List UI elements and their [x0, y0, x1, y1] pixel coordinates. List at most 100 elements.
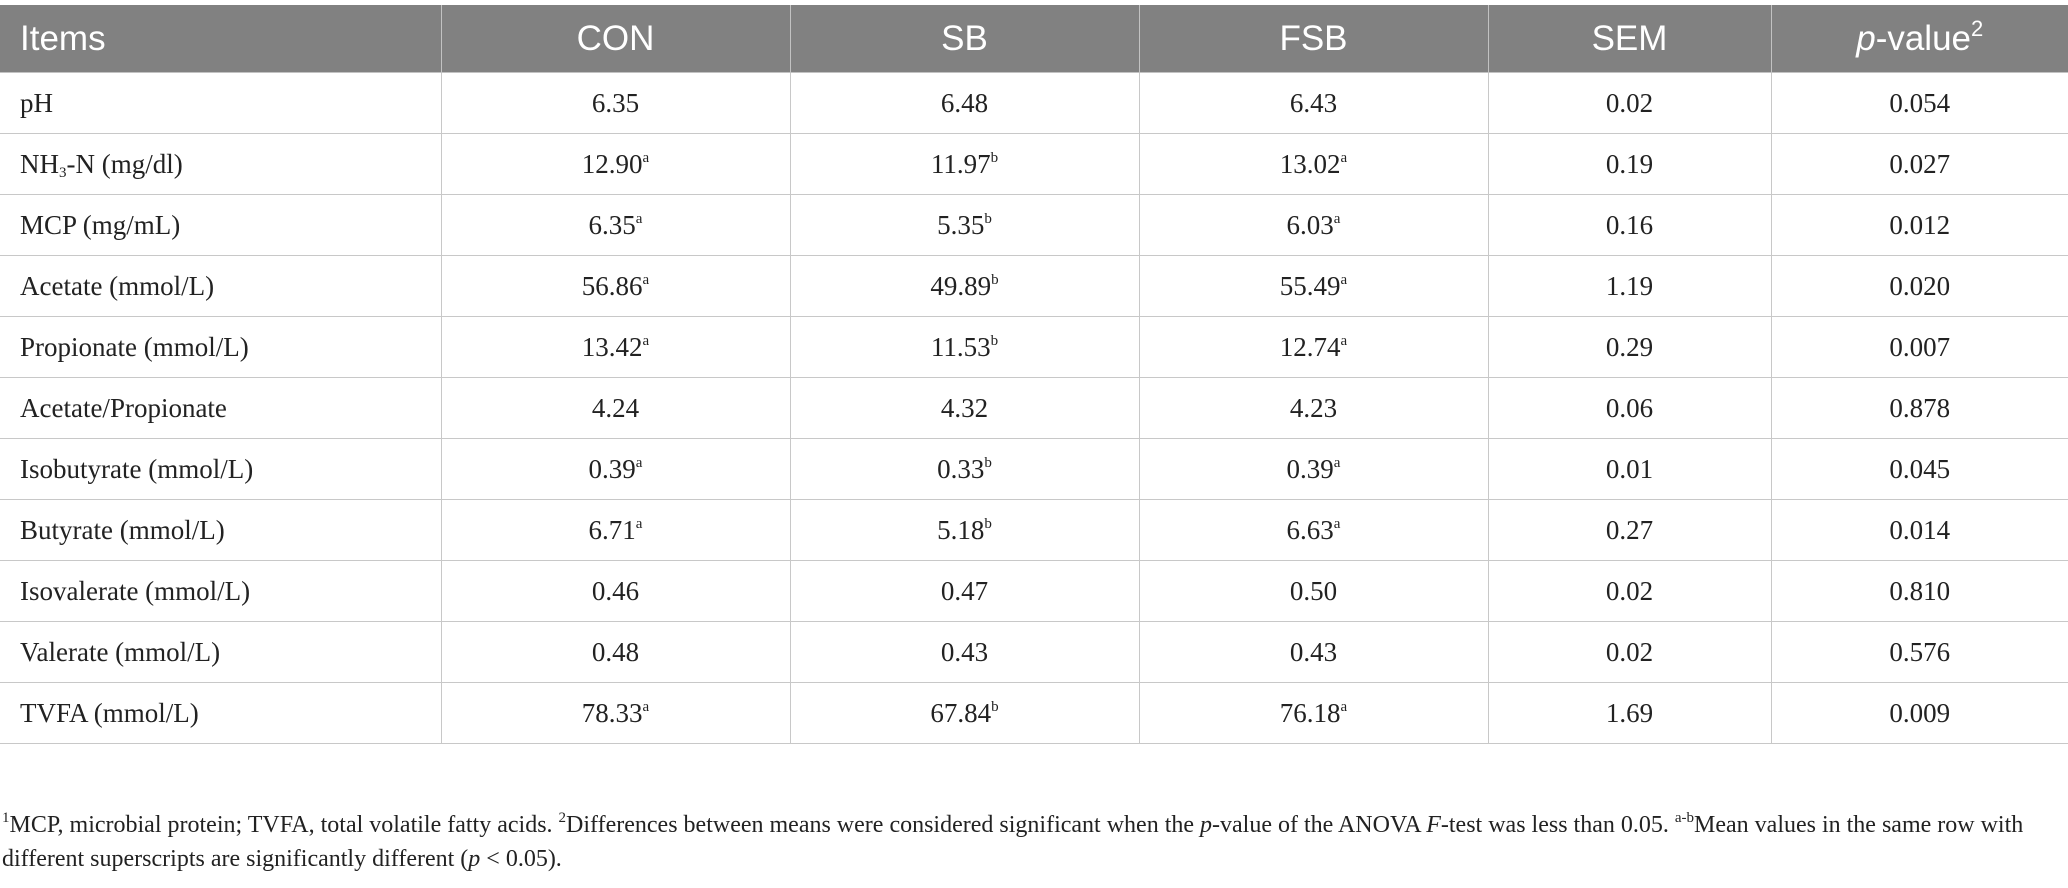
footnote-mark-2: 2: [558, 810, 567, 826]
cell-fsb-value: 0.39: [1286, 453, 1334, 484]
cell-con: 6.35a: [440, 194, 791, 256]
cell-sem: 0.29: [1487, 316, 1772, 378]
cell-con-value: 6.35: [591, 87, 640, 118]
cell-fsb: 6.03a: [1138, 194, 1489, 256]
footnote-text-6: < 0.05).: [480, 846, 562, 872]
cell-sb: 0.43: [789, 621, 1140, 683]
cell-sb-superscript: b: [991, 271, 999, 288]
cell-fsb-superscript: a: [1340, 698, 1348, 715]
cell-sb: 0.33b: [789, 438, 1140, 500]
table-row: Acetate (mmol/L) 56.86a 49.89b 55.49a 1.19 0.…: [0, 255, 2068, 317]
cell-con-value: 0.46: [591, 575, 640, 606]
cell-sb: 5.18b: [789, 499, 1140, 561]
row-label: Acetate (mmol/L): [0, 255, 442, 317]
header-p-italic: p: [1856, 18, 1876, 58]
cell-sem: 0.02: [1487, 72, 1772, 134]
cell-fsb: 6.63a: [1138, 499, 1489, 561]
cell-fsb: 13.02a: [1138, 133, 1489, 195]
cell-sb-superscript: b: [984, 515, 992, 532]
row-label-text: TVFA (mmol/L): [20, 697, 199, 728]
cell-fsb: 12.74a: [1138, 316, 1489, 378]
table-row: pH 6.35 6.48 6.43 0.02 0.054: [0, 72, 2068, 134]
cell-con-superscript: a: [635, 515, 643, 532]
table-footnote: 1MCP, microbial protein; TVFA, total vol…: [2, 808, 2062, 876]
footnote-italic-p2: p: [468, 846, 481, 872]
row-label: MCP (mg/mL): [0, 194, 442, 256]
footnote-text-3: -value of the ANOVA: [1212, 812, 1427, 838]
table-row: Isobutyrate (mmol/L) 0.39a 0.33b 0.39a 0.01 0…: [0, 438, 2068, 500]
cell-con: 6.71a: [440, 499, 791, 561]
cell-sb-superscript: b: [990, 149, 999, 166]
cell-fsb: 0.43: [1138, 621, 1489, 683]
cell-p-value: 0.007: [1770, 316, 2068, 378]
cell-sb: 11.97b: [789, 133, 1140, 195]
header-p-value: p-value2: [1770, 5, 2068, 73]
row-label: Acetate/Propionate: [0, 377, 442, 439]
cell-sb-value: 0.33: [937, 453, 985, 484]
cell-con-value: 78.33: [581, 697, 643, 728]
cell-con-value: 12.90: [581, 148, 643, 179]
row-label-text: Isobutyrate (mmol/L): [20, 453, 254, 484]
cell-sb-value: 11.97: [930, 148, 991, 179]
row-label-text: pH: [20, 87, 53, 118]
cell-con: 6.35: [440, 72, 791, 134]
cell-fsb-value: 76.18: [1279, 697, 1341, 728]
cell-sb: 5.35b: [789, 194, 1140, 256]
row-label: Isobutyrate (mmol/L): [0, 438, 442, 500]
cell-sb-value: 49.89: [930, 270, 992, 301]
cell-con: 0.48: [440, 621, 791, 683]
results-table-container: Items CON SB FSB SEM p-value2 pH 6.35 6.48…: [0, 5, 2068, 744]
footnote-italic-p: p: [1200, 812, 1213, 838]
cell-p-value: 0.878: [1770, 377, 2068, 439]
cell-con-superscript: a: [642, 332, 650, 349]
row-label-text: Acetate/Propionate: [20, 392, 227, 423]
cell-fsb-superscript: a: [1340, 332, 1348, 349]
cell-fsb: 76.18a: [1138, 682, 1489, 744]
cell-p-value: 0.027: [1770, 133, 2068, 195]
row-label-text: Valerate (mmol/L): [20, 636, 221, 667]
footnote-text-5: Mean values in the same row with differe…: [2, 812, 2024, 872]
cell-fsb-value: 55.49: [1279, 270, 1341, 301]
cell-fsb-value: 13.02: [1279, 148, 1341, 179]
cell-sb-value: 0.47: [940, 575, 989, 606]
row-label: Isovalerate (mmol/L): [0, 560, 442, 622]
header-p-suffix: -value: [1875, 18, 1972, 58]
cell-fsb: 0.39a: [1138, 438, 1489, 500]
cell-sb-superscript: b: [984, 454, 992, 471]
table-row: Acetate/Propionate 4.24 4.32 4.23 0.06 0.878: [0, 377, 2068, 439]
footnote-text-1: MCP, microbial protein; TVFA, total vola…: [9, 812, 559, 838]
header-sem: SEM: [1487, 5, 1772, 73]
row-label: pH: [0, 72, 442, 134]
footnote-text-2: Differences between means were considere…: [566, 812, 1201, 838]
cell-fsb-value: 6.63: [1286, 514, 1334, 545]
row-label-text: NH: [20, 148, 59, 179]
cell-con-superscript: a: [642, 149, 650, 166]
header-con: CON: [440, 5, 791, 73]
cell-fsb-value: 12.74: [1279, 331, 1341, 362]
cell-con: 78.33a: [440, 682, 791, 744]
cell-con-value: 0.39: [588, 453, 636, 484]
cell-p-value: 0.014: [1770, 499, 2068, 561]
cell-sem: 0.06: [1487, 377, 1772, 439]
cell-sb: 11.53b: [789, 316, 1140, 378]
cell-sb-value: 67.84: [930, 697, 992, 728]
cell-fsb-value: 0.50: [1289, 575, 1338, 606]
footnote-mark-1: 1: [2, 810, 10, 826]
cell-fsb-value: 0.43: [1289, 636, 1338, 667]
row-label: Valerate (mmol/L): [0, 621, 442, 683]
cell-con-superscript: a: [635, 210, 643, 227]
cell-con-superscript: a: [642, 698, 650, 715]
header-p-footnote-mark: 2: [1971, 15, 1984, 41]
cell-fsb-superscript: a: [1333, 515, 1341, 532]
cell-con-superscript: a: [635, 454, 643, 471]
cell-con-value: 4.24: [591, 392, 640, 423]
row-label-text: MCP (mg/mL): [20, 209, 181, 240]
cell-p-value: 0.045: [1770, 438, 2068, 500]
cell-fsb-superscript: a: [1333, 210, 1341, 227]
footnote-text-4: -test was less than 0.05.: [1440, 812, 1675, 838]
cell-p-value: 0.576: [1770, 621, 2068, 683]
cell-fsb-superscript: a: [1340, 271, 1348, 288]
cell-p-value: 0.009: [1770, 682, 2068, 744]
cell-sb-value: 5.18: [937, 514, 985, 545]
cell-con-value: 56.86: [581, 270, 643, 301]
